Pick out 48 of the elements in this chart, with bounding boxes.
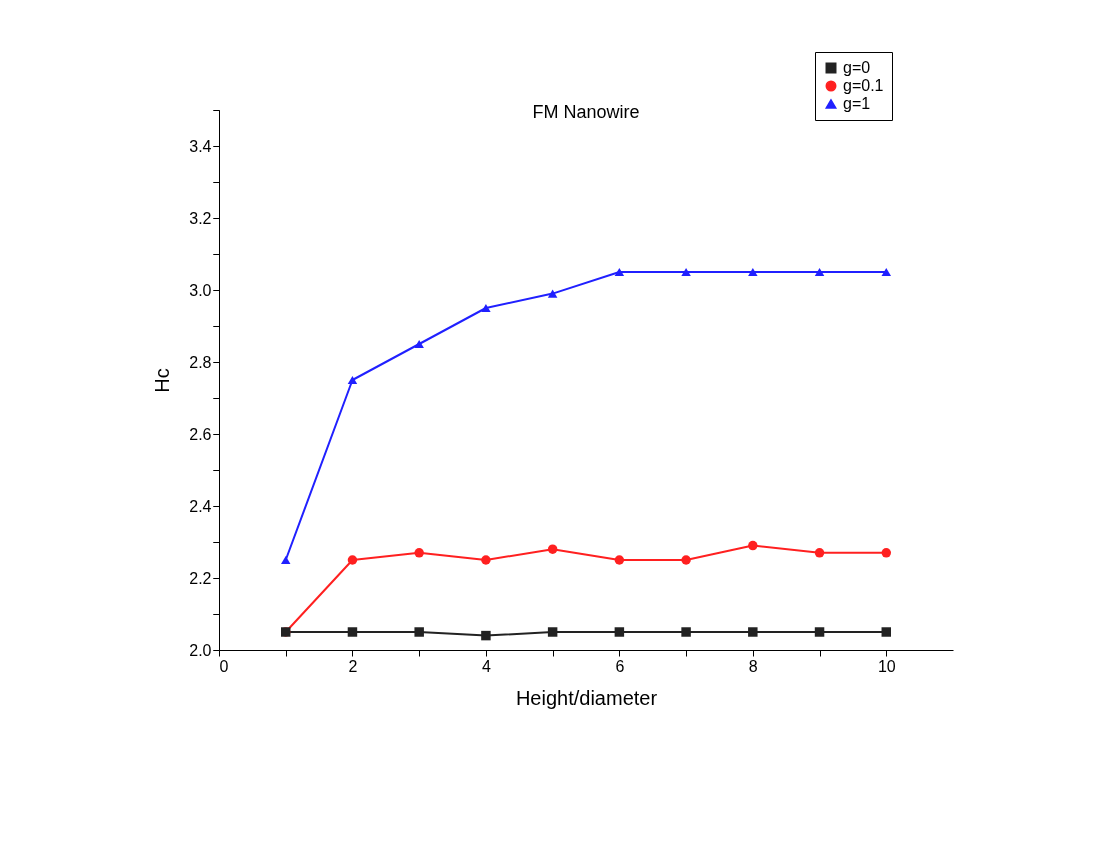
point <box>547 544 558 554</box>
y-tick-label: 2.0 <box>189 641 212 659</box>
point <box>347 627 358 637</box>
x-tick-label: 4 <box>481 657 491 675</box>
x-tick-label: 8 <box>748 657 758 675</box>
point <box>614 555 625 565</box>
legend-label: g=1 <box>843 95 871 112</box>
point <box>748 627 758 637</box>
point <box>547 627 558 637</box>
point <box>614 627 625 637</box>
point <box>481 630 491 641</box>
point <box>681 267 691 277</box>
point <box>881 548 892 558</box>
point <box>814 548 825 558</box>
y-tick-label: 3.4 <box>189 137 212 155</box>
point <box>414 339 424 349</box>
point <box>414 548 424 558</box>
point <box>414 627 424 637</box>
legend-label: g=0 <box>843 59 871 76</box>
point <box>814 627 825 637</box>
point <box>481 303 491 313</box>
point <box>681 555 691 565</box>
y-tick-label: 3.0 <box>189 281 212 299</box>
point <box>614 267 625 277</box>
point <box>748 540 758 551</box>
x-tick-label: 10 <box>877 657 896 675</box>
point <box>547 289 558 298</box>
point <box>347 375 358 385</box>
point <box>681 627 691 637</box>
point <box>814 267 825 277</box>
y-tick-label: 2.6 <box>189 425 212 443</box>
point <box>881 267 892 277</box>
point <box>280 555 291 565</box>
chart-title: FM Nanowire <box>532 101 640 122</box>
point <box>881 627 892 637</box>
point <box>347 555 358 565</box>
y-tick-label: 2.8 <box>189 353 212 371</box>
x-tick-label: 0 <box>219 657 229 675</box>
x-tick-label: 2 <box>348 657 358 675</box>
y-axis-title: Hc <box>151 368 174 393</box>
legend-label: g=0.1 <box>843 77 884 94</box>
point <box>481 555 491 565</box>
y-tick-label: 2.4 <box>189 497 212 515</box>
x-tick-label: 6 <box>615 657 625 675</box>
point <box>748 267 758 277</box>
y-tick-label: 2.2 <box>189 569 212 587</box>
y-tick-label: 3.2 <box>189 209 212 227</box>
x-axis-title: Height/diameter <box>515 686 658 709</box>
